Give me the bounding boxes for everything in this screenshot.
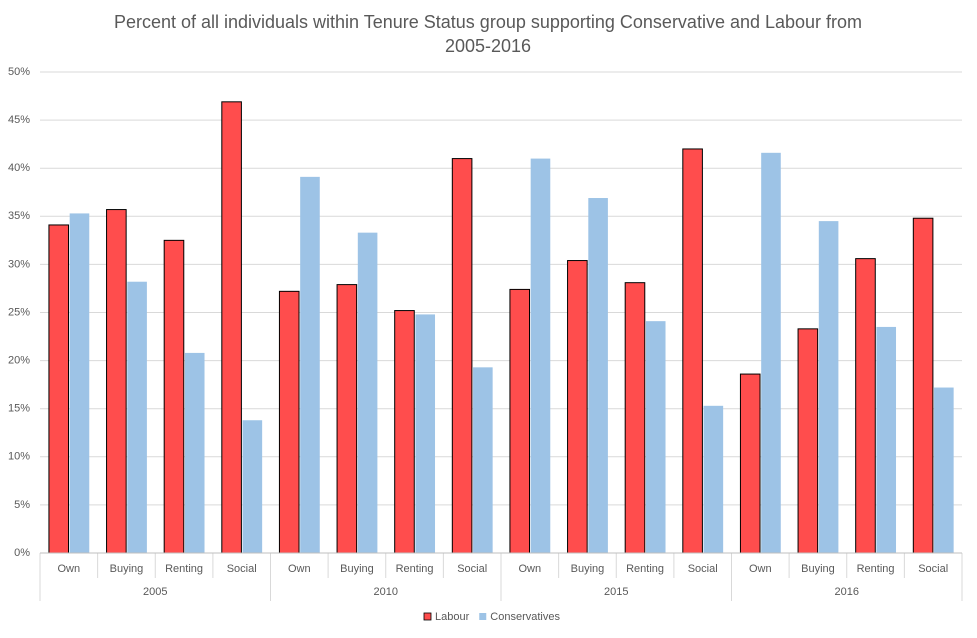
x-tick-label: Own bbox=[288, 563, 311, 575]
y-tick-label: 45% bbox=[8, 114, 30, 126]
y-tick-label: 35% bbox=[8, 210, 30, 222]
bar bbox=[567, 260, 588, 554]
bar bbox=[127, 281, 147, 553]
bar bbox=[530, 158, 551, 553]
x-tick-label: Social bbox=[457, 563, 487, 575]
bar bbox=[242, 420, 263, 553]
chart-title: Percent of all individuals within Tenure… bbox=[113, 12, 863, 56]
bar bbox=[797, 328, 819, 554]
x-tick-label: Buying bbox=[801, 563, 835, 575]
legend-label: Conservatives bbox=[490, 611, 560, 623]
y-tick-label: 25% bbox=[8, 306, 30, 318]
y-tick-label: 5% bbox=[14, 499, 30, 511]
y-tick-label: 30% bbox=[8, 258, 30, 270]
y-tick-label: 20% bbox=[8, 355, 30, 367]
x-tick-label: Own bbox=[58, 563, 81, 575]
y-tick-label: 40% bbox=[8, 162, 30, 174]
bar bbox=[48, 224, 70, 554]
y-tick-label: 15% bbox=[8, 403, 30, 415]
x-tick-label: Own bbox=[519, 563, 542, 575]
bar bbox=[336, 284, 358, 554]
group-label: 2010 bbox=[374, 586, 398, 598]
x-tick-label: Renting bbox=[857, 563, 895, 575]
bar bbox=[300, 176, 320, 553]
x-tick-label: Buying bbox=[110, 563, 144, 575]
bar bbox=[876, 326, 897, 553]
bar bbox=[739, 373, 761, 554]
x-tick-label: Renting bbox=[165, 563, 203, 575]
bar bbox=[394, 310, 415, 554]
bar bbox=[761, 152, 781, 554]
bar bbox=[221, 101, 242, 554]
bar bbox=[278, 290, 300, 554]
bar bbox=[645, 321, 666, 553]
bar bbox=[912, 217, 934, 554]
bar bbox=[69, 213, 90, 553]
y-tick-label: 50% bbox=[8, 66, 30, 78]
bar bbox=[509, 288, 531, 554]
legend-swatch bbox=[423, 612, 432, 621]
bar bbox=[163, 239, 185, 554]
bar bbox=[682, 148, 703, 554]
bar bbox=[588, 198, 608, 553]
y-tick-label: 0% bbox=[14, 547, 30, 559]
x-tick-label: Renting bbox=[626, 563, 664, 575]
bar bbox=[451, 158, 473, 554]
bar bbox=[624, 282, 646, 554]
x-tick-label: Social bbox=[227, 563, 257, 575]
y-tick-label: 10% bbox=[8, 451, 30, 463]
legend-label: Labour bbox=[435, 611, 470, 623]
bar bbox=[855, 258, 876, 554]
bar bbox=[184, 352, 205, 553]
x-tick-label: Renting bbox=[396, 563, 434, 575]
group-label: 2016 bbox=[835, 586, 859, 598]
group-label: 2015 bbox=[604, 586, 628, 598]
x-tick-label: Buying bbox=[571, 563, 605, 575]
x-tick-label: Buying bbox=[340, 563, 374, 575]
bar bbox=[818, 221, 839, 554]
bar bbox=[106, 209, 127, 554]
bar bbox=[473, 367, 493, 553]
legend-swatch bbox=[479, 613, 487, 620]
bar bbox=[415, 314, 436, 553]
x-tick-label: Social bbox=[918, 563, 948, 575]
group-label: 2005 bbox=[143, 586, 167, 598]
x-tick-label: Social bbox=[688, 563, 718, 575]
x-tick-label: Own bbox=[749, 563, 772, 575]
bar bbox=[703, 405, 724, 553]
bar bbox=[934, 387, 954, 553]
bar bbox=[357, 232, 378, 554]
